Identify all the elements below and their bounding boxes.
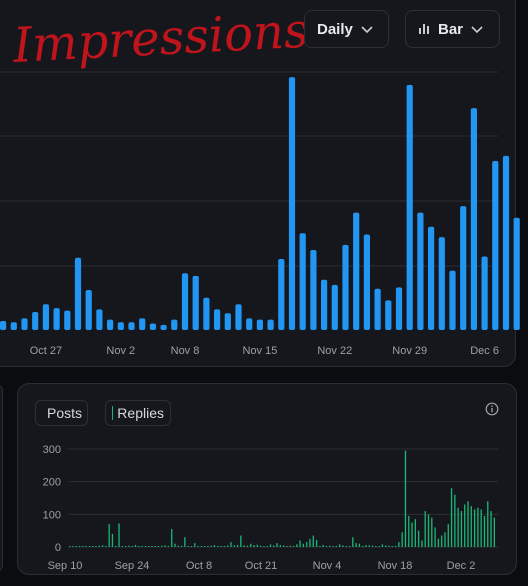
chevron-down-icon [471,21,483,38]
impressions-bar[interactable] [395,287,403,330]
top-x-tick-label: Nov 29 [392,345,427,357]
impressions-bar[interactable] [267,319,274,330]
activity-card [17,383,517,575]
impressions-bar[interactable] [470,108,477,331]
interval-dropdown-label: Daily [317,20,353,38]
impressions-bar[interactable] [502,155,510,330]
impressions-bar[interactable] [460,206,467,330]
top-x-tick-label: Nov 15 [242,345,277,357]
impressions-bar[interactable] [449,270,456,330]
top-x-tick-label: Dec 6 [470,345,499,357]
impressions-bar[interactable] [288,77,296,330]
impressions-bar[interactable] [481,256,488,330]
impressions-bar[interactable] [299,233,306,330]
impressions-bar[interactable] [513,217,520,330]
impressions-bar[interactable] [363,234,370,330]
top-x-tick-label: Nov 2 [106,345,135,357]
legend-replies-toggle[interactable]: Replies [105,400,171,426]
impressions-bar[interactable] [428,226,435,330]
impressions-bar[interactable] [107,319,114,330]
impressions-bar[interactable] [85,290,92,330]
impressions-bar[interactable] [0,320,7,330]
impressions-bar[interactable] [181,273,189,330]
impressions-bar[interactable] [246,318,253,330]
bar-chart-icon [418,21,430,38]
impressions-bar[interactable] [214,309,221,330]
impressions-bar[interactable] [438,237,445,330]
impressions-bar[interactable] [224,313,231,330]
handwritten-title-text: Impressions [11,3,310,74]
handwritten-title: Impressions [11,3,310,74]
impressions-bar[interactable] [149,323,156,330]
impressions-bar[interactable] [310,250,317,330]
impressions-bar[interactable] [235,304,242,330]
impressions-bar[interactable] [128,322,135,330]
impressions-bar[interactable] [160,324,167,330]
impressions-bar[interactable] [64,310,71,330]
impressions-bar[interactable] [32,311,39,330]
chart-type-dropdown[interactable]: Bar [405,10,500,48]
impressions-bar[interactable] [171,319,178,330]
left-card-edge [0,383,3,573]
info-icon[interactable] [485,402,499,421]
impressions-bar[interactable] [492,161,499,330]
legend-posts-toggle[interactable]: Posts [35,400,88,426]
chevron-down-icon [361,21,373,38]
impressions-bar[interactable] [192,275,199,330]
impressions-bar[interactable] [321,279,328,330]
impressions-bar[interactable] [385,300,392,330]
impressions-bar[interactable] [74,257,82,330]
impressions-bar[interactable] [139,318,146,330]
top-x-tick-label: Nov 22 [317,345,352,357]
impressions-bar[interactable] [53,308,60,330]
impressions-bar[interactable] [374,288,381,330]
impressions-bar[interactable] [96,309,103,330]
impressions-bar[interactable] [406,84,413,331]
impressions-bar[interactable] [256,319,263,330]
impressions-bar[interactable] [203,297,210,330]
impressions-bar[interactable] [117,322,124,330]
impressions-bar[interactable] [417,212,424,330]
impressions-bar[interactable] [10,322,17,330]
top-x-tick-label: Oct 27 [30,345,62,357]
impressions-bar[interactable] [353,212,360,330]
chart-type-dropdown-label: Bar [438,20,464,38]
legend-posts-label: Posts [47,405,83,421]
impressions-bar[interactable] [278,259,285,330]
impressions-bar[interactable] [21,318,28,330]
impressions-bar[interactable] [342,244,349,330]
interval-dropdown[interactable]: Daily [304,10,389,48]
impressions-bar[interactable] [42,304,49,330]
impressions-chart: Oct 27 Nov 2 Nov 8 Nov 15 Nov 22 Nov 29 Dec 6 … [0,3,520,357]
legend-replies-label: Replies [117,405,164,421]
top-x-tick-label: Nov 8 [171,345,200,357]
impressions-bar[interactable] [331,284,338,330]
